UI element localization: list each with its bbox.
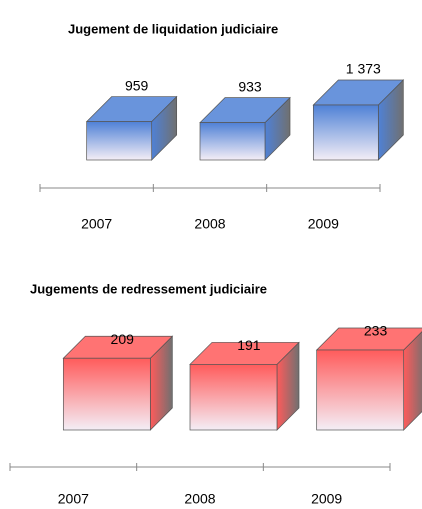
x-tick-label: 2008: [194, 216, 225, 232]
chart-title: Jugements de redressement judiciaire: [30, 281, 267, 296]
chart-title: Jugement de liquidation judiciaire: [68, 21, 278, 36]
bar: [86, 121, 153, 161]
bar: [189, 364, 278, 431]
bar: [62, 357, 151, 431]
bar: [312, 104, 379, 161]
value-label: 191: [237, 337, 261, 353]
value-label: 933: [238, 78, 262, 94]
x-tick-label: 2009: [311, 491, 342, 507]
bar: [199, 122, 266, 161]
bar: [316, 349, 405, 431]
value-label: 1 373: [346, 61, 381, 77]
x-tick-label: 2007: [81, 216, 112, 232]
value-label: 209: [111, 331, 135, 347]
x-tick-label: 2008: [184, 491, 215, 507]
value-label: 959: [125, 77, 149, 93]
x-tick-label: 2009: [308, 216, 339, 232]
value-label: 233: [364, 323, 388, 339]
x-tick-label: 2007: [58, 491, 89, 507]
